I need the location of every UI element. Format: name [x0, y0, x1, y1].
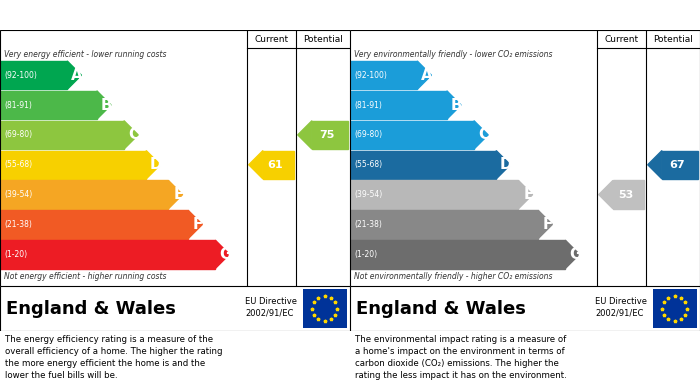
Polygon shape [216, 240, 230, 269]
Text: The environmental impact rating is a measure of
a home's impact on the environme: The environmental impact rating is a mea… [355, 335, 567, 380]
Text: Potential: Potential [303, 34, 343, 43]
Text: The energy efficiency rating is a measure of the
overall efficiency of a home. T: The energy efficiency rating is a measur… [5, 335, 223, 380]
Polygon shape [248, 151, 263, 179]
Polygon shape [417, 61, 431, 90]
Bar [0, 240, 216, 269]
Text: D: D [150, 157, 162, 172]
Text: B: B [451, 97, 463, 113]
Text: C: C [478, 127, 489, 142]
Text: (1-20): (1-20) [4, 250, 27, 259]
Text: (39-54): (39-54) [4, 190, 32, 199]
Text: G: G [569, 247, 582, 262]
Bar [350, 240, 566, 269]
Text: 67: 67 [669, 160, 685, 170]
Bar [0, 121, 124, 149]
Polygon shape [146, 151, 160, 179]
Text: 53: 53 [618, 190, 633, 200]
Text: Not energy efficient - higher running costs: Not energy efficient - higher running co… [4, 272, 167, 281]
Bar [662, 151, 698, 179]
Bar [0, 151, 146, 179]
Text: Potential: Potential [653, 34, 693, 43]
Polygon shape [598, 180, 613, 209]
Text: Energy Efficiency Rating: Energy Efficiency Rating [6, 9, 178, 22]
Text: Current: Current [604, 34, 638, 43]
Bar [0, 180, 169, 209]
Bar [302, 289, 346, 328]
Text: C: C [128, 127, 139, 142]
Polygon shape [298, 121, 312, 149]
Text: (81-91): (81-91) [4, 100, 32, 109]
Text: Not environmentally friendly - higher CO₂ emissions: Not environmentally friendly - higher CO… [354, 272, 552, 281]
Polygon shape [519, 180, 533, 209]
Text: G: G [219, 247, 232, 262]
Bar [0, 61, 67, 90]
Bar [350, 151, 496, 179]
Text: (1-20): (1-20) [354, 250, 377, 259]
Text: England & Wales: England & Wales [6, 300, 176, 317]
Text: Very environmentally friendly - lower CO₂ emissions: Very environmentally friendly - lower CO… [354, 50, 552, 59]
Text: (39-54): (39-54) [354, 190, 382, 199]
Polygon shape [447, 91, 461, 119]
Bar [312, 121, 348, 149]
Polygon shape [169, 180, 183, 209]
Bar [0, 91, 97, 119]
Text: B: B [101, 97, 113, 113]
Text: Current: Current [254, 34, 288, 43]
Text: E: E [523, 187, 533, 202]
Text: D: D [500, 157, 512, 172]
Bar [613, 180, 644, 209]
Bar [0, 210, 188, 239]
Text: (21-38): (21-38) [4, 220, 32, 229]
Text: England & Wales: England & Wales [356, 300, 526, 317]
Polygon shape [67, 61, 81, 90]
Text: EU Directive
2002/91/EC: EU Directive 2002/91/EC [245, 298, 297, 317]
Text: Very energy efficient - lower running costs: Very energy efficient - lower running co… [4, 50, 167, 59]
Polygon shape [648, 151, 662, 179]
Text: (55-68): (55-68) [354, 160, 382, 169]
Text: (55-68): (55-68) [4, 160, 32, 169]
Polygon shape [97, 91, 111, 119]
Text: Environmental Impact (CO₂) Rating: Environmental Impact (CO₂) Rating [356, 9, 602, 22]
Bar [652, 289, 696, 328]
Polygon shape [538, 210, 552, 239]
Polygon shape [566, 240, 580, 269]
Text: (92-100): (92-100) [4, 71, 37, 80]
Polygon shape [474, 121, 488, 149]
Bar [350, 210, 538, 239]
Text: (21-38): (21-38) [354, 220, 382, 229]
Text: E: E [173, 187, 183, 202]
Bar [350, 180, 519, 209]
Text: (69-80): (69-80) [354, 130, 382, 140]
Polygon shape [188, 210, 202, 239]
Text: (92-100): (92-100) [354, 71, 387, 80]
Text: (81-91): (81-91) [354, 100, 382, 109]
Text: (69-80): (69-80) [4, 130, 32, 140]
Text: 75: 75 [319, 130, 335, 140]
Bar [350, 61, 417, 90]
Text: A: A [421, 68, 433, 83]
Text: F: F [193, 217, 203, 232]
Bar [350, 91, 447, 119]
Bar [263, 151, 294, 179]
Bar [350, 121, 474, 149]
Text: EU Directive
2002/91/EC: EU Directive 2002/91/EC [595, 298, 647, 317]
Text: F: F [543, 217, 553, 232]
Polygon shape [124, 121, 138, 149]
Text: 61: 61 [267, 160, 284, 170]
Polygon shape [496, 151, 510, 179]
Text: A: A [71, 68, 83, 83]
